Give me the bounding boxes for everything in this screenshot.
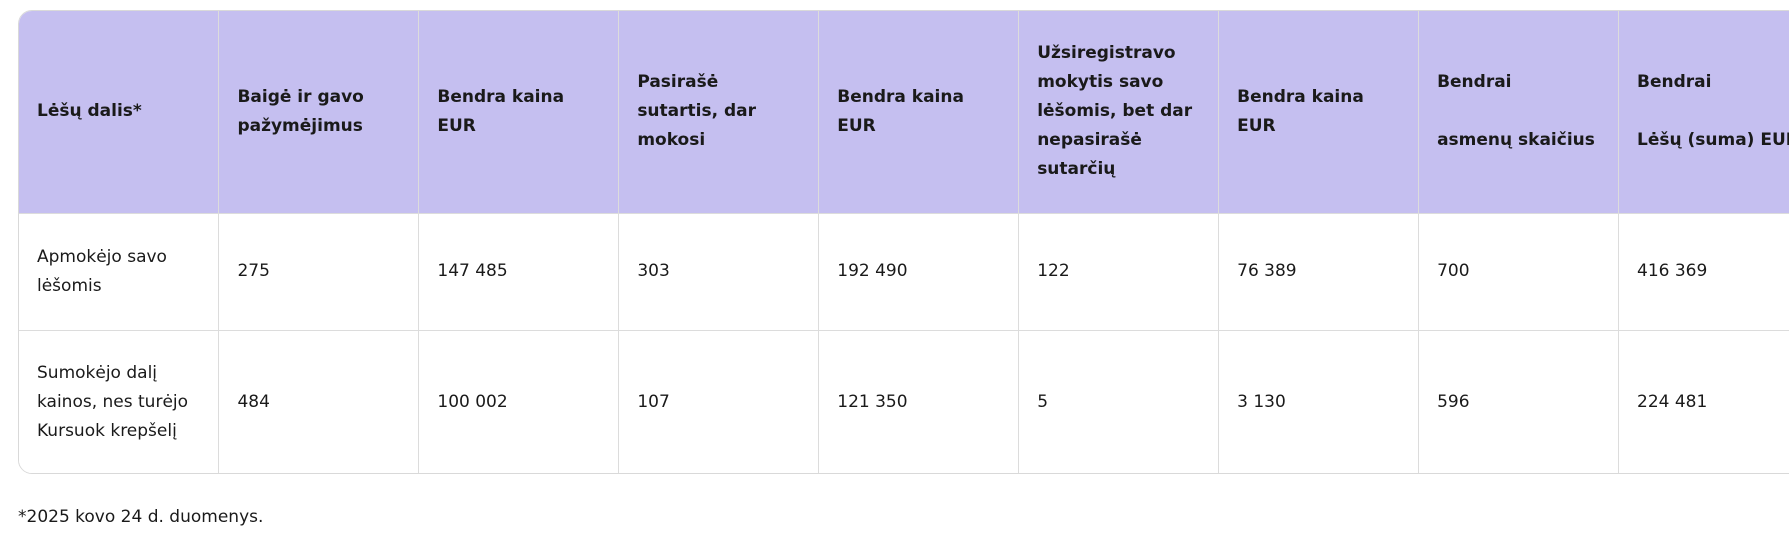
header-funds-share: Lėšų dalis* bbox=[19, 11, 220, 213]
header-total-price-2: Bendra kaina EUR bbox=[818, 11, 1020, 213]
table-cell: 303 bbox=[618, 212, 820, 330]
table-cell: 147 485 bbox=[418, 212, 620, 330]
table-cell: 100 002 bbox=[418, 329, 620, 473]
table-cell: 192 490 bbox=[818, 212, 1020, 330]
table-row: Apmokėjo savo lėšomis 275 147 485 303 19… bbox=[19, 212, 1789, 330]
data-table-container: Lėšų dalis* Baigė ir gavo pažymėjimus Be… bbox=[18, 10, 1789, 474]
footnote: *2025 kovo 24 d. duomenys. bbox=[18, 507, 264, 527]
table-cell: Apmokėjo savo lėšomis bbox=[19, 212, 220, 330]
table-cell: 700 bbox=[1418, 212, 1619, 330]
table-row: Sumokėjo dalį kainos, nes turėjo Kursuok… bbox=[19, 329, 1789, 473]
table-cell: 121 350 bbox=[818, 329, 1020, 473]
header-signed-studying: Pasirašė sutartis, dar mokosi bbox=[618, 11, 820, 213]
table-cell: 275 bbox=[218, 212, 420, 330]
table-cell: 122 bbox=[1018, 212, 1220, 330]
table-header-row: Lėšų dalis* Baigė ir gavo pažymėjimus Be… bbox=[19, 11, 1789, 213]
table-cell: 76 389 bbox=[1218, 212, 1420, 330]
header-completed-certified: Baigė ir gavo pažymėjimus bbox=[218, 11, 420, 213]
header-total-funds: Bendrai Lėšų (suma) EUR bbox=[1618, 11, 1789, 213]
table-cell: 5 bbox=[1018, 329, 1220, 473]
table-cell: 484 bbox=[218, 329, 420, 473]
header-registered-not-signed: Užsiregistravo mokytis savo lėšomis, bet… bbox=[1018, 11, 1220, 213]
table-cell: 224 481 bbox=[1618, 329, 1789, 473]
table-cell: 107 bbox=[618, 329, 820, 473]
header-total-price-1: Bendra kaina EUR bbox=[418, 11, 620, 213]
table-cell: 596 bbox=[1418, 329, 1619, 473]
table-cell: 3 130 bbox=[1218, 329, 1420, 473]
data-table: Lėšų dalis* Baigė ir gavo pažymėjimus Be… bbox=[19, 11, 1789, 473]
header-total-persons: Bendrai asmenų skaičius bbox=[1418, 11, 1619, 213]
table-cell: Sumokėjo dalį kainos, nes turėjo Kursuok… bbox=[19, 329, 220, 473]
header-total-price-3: Bendra kaina EUR bbox=[1218, 11, 1420, 213]
table-cell: 416 369 bbox=[1618, 212, 1789, 330]
